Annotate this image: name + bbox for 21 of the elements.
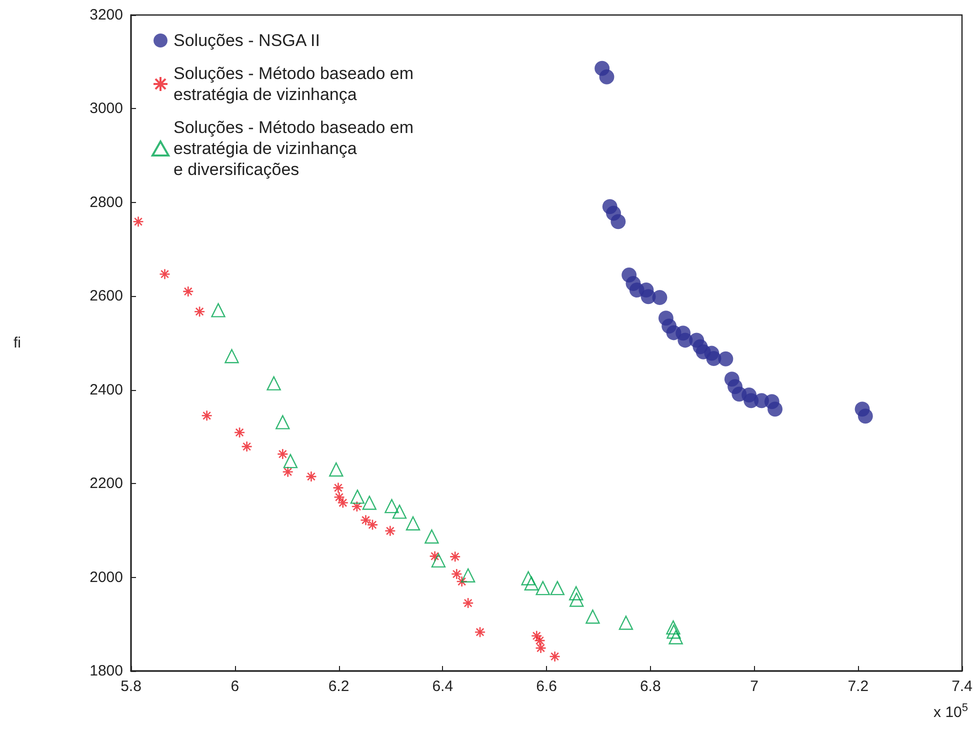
x-tick-label: 6.8 xyxy=(640,678,661,695)
y-tick-label: 2400 xyxy=(90,381,123,398)
y-tick-label: 3000 xyxy=(90,100,123,118)
x-tick-label: 6.6 xyxy=(536,678,557,695)
x-tick-label: 7 xyxy=(750,678,758,695)
y-tick-label: 3200 xyxy=(90,6,123,24)
x-tick-label: 7.4 xyxy=(952,678,972,695)
x-tick-label: 6.2 xyxy=(328,678,350,695)
y-tick-label: 1800 xyxy=(90,662,123,680)
y-tick-label: 2800 xyxy=(90,194,123,211)
x-tick-label: 7.2 xyxy=(848,678,869,695)
y-tick-label: 2000 xyxy=(90,568,123,586)
x-tick-label: 6 xyxy=(230,678,240,695)
legend-label: Soluções - Método baseado em estratégia de vizinhança e diversificações xyxy=(174,118,414,179)
legend-label: Soluções - Método baseado em estratégia de vizinhança xyxy=(174,64,414,104)
y-tick-label: 2600 xyxy=(90,288,123,305)
x-tick-label: 6.4 xyxy=(432,678,454,695)
legend-label: Soluções - NSGA II xyxy=(174,31,320,50)
y-tick-label: 2200 xyxy=(90,475,123,492)
x-tick-label: 5.8 xyxy=(120,678,142,695)
y-axis-title: fi xyxy=(14,334,21,352)
